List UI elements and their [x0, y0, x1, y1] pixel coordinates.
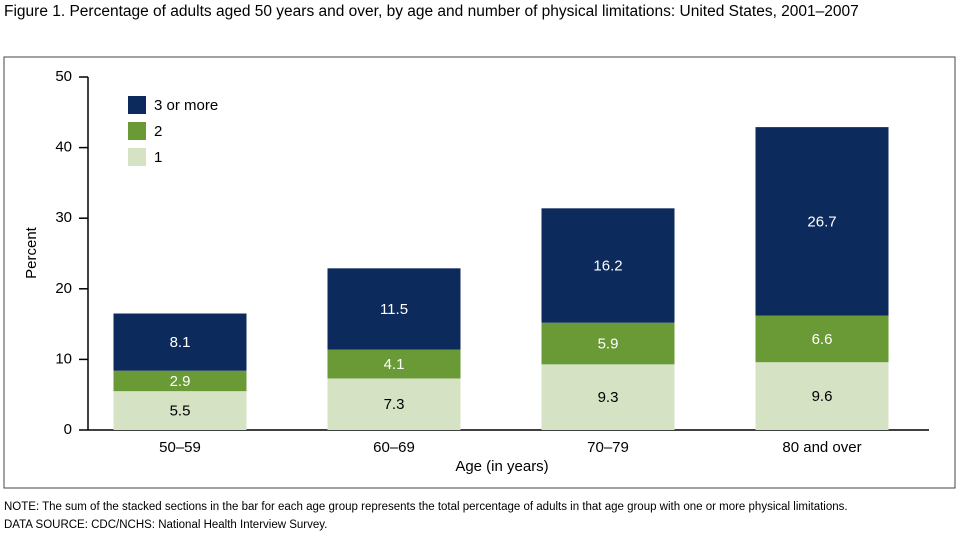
chart-title: Figure 1. Percentage of adults aged 50 y…: [4, 3, 859, 20]
y-axis-label: Percent: [23, 226, 40, 279]
value-label: 16.2: [593, 257, 622, 274]
legend-label: 2: [154, 123, 162, 140]
bar-segment: [755, 315, 889, 363]
bar-segment: [327, 349, 461, 379]
bar-segment: [113, 391, 247, 430]
y-tick-label: 20: [55, 280, 72, 297]
bar-segment: [113, 313, 247, 371]
bar-segment: [755, 127, 889, 316]
y-tick-label: 30: [55, 209, 72, 226]
value-label: 8.1: [170, 334, 191, 351]
value-label: 9.3: [598, 389, 619, 406]
bar-segment: [541, 322, 675, 365]
bar-segment: [541, 208, 675, 323]
chart-frame: [3, 56, 956, 489]
y-tick-label: 40: [55, 139, 72, 156]
bar-segment: [755, 362, 889, 430]
y-tick-label: 10: [55, 350, 72, 367]
value-label: 26.7: [807, 213, 836, 230]
bar-segment: [327, 268, 461, 350]
legend-label: 1: [154, 149, 162, 166]
legend-swatch: [128, 148, 146, 166]
x-tick-label: 60–69: [373, 439, 415, 456]
value-label: 9.6: [812, 388, 833, 405]
y-tick-label: 0: [64, 421, 72, 438]
legend-label: 3 or more: [154, 97, 218, 114]
value-label: 7.3: [384, 396, 405, 413]
legend-swatch: [128, 122, 146, 140]
x-axis-label: Age (in years): [455, 458, 548, 475]
legend-swatch: [128, 96, 146, 114]
value-label: 6.6: [812, 331, 833, 348]
y-tick-label: 50: [55, 68, 72, 85]
bar-segment: [541, 364, 675, 430]
x-tick-label: 70–79: [587, 439, 629, 456]
x-tick-label: 50–59: [159, 439, 201, 456]
value-label: 11.5: [380, 301, 408, 318]
note: NOTE: The sum of the stacked sections in…: [4, 501, 848, 513]
notes: NOTE: The sum of the stacked sections in…: [4, 500, 954, 536]
source: DATA SOURCE: CDC/NCHS: National Health I…: [4, 519, 328, 531]
value-label: 4.1: [384, 356, 405, 373]
bar-segment: [327, 378, 461, 430]
value-label: 5.5: [170, 403, 191, 420]
value-label: 2.9: [170, 373, 191, 390]
x-tick-label: 80 and over: [782, 439, 861, 456]
value-label: 5.9: [598, 335, 619, 352]
bar-segment: [113, 370, 247, 392]
